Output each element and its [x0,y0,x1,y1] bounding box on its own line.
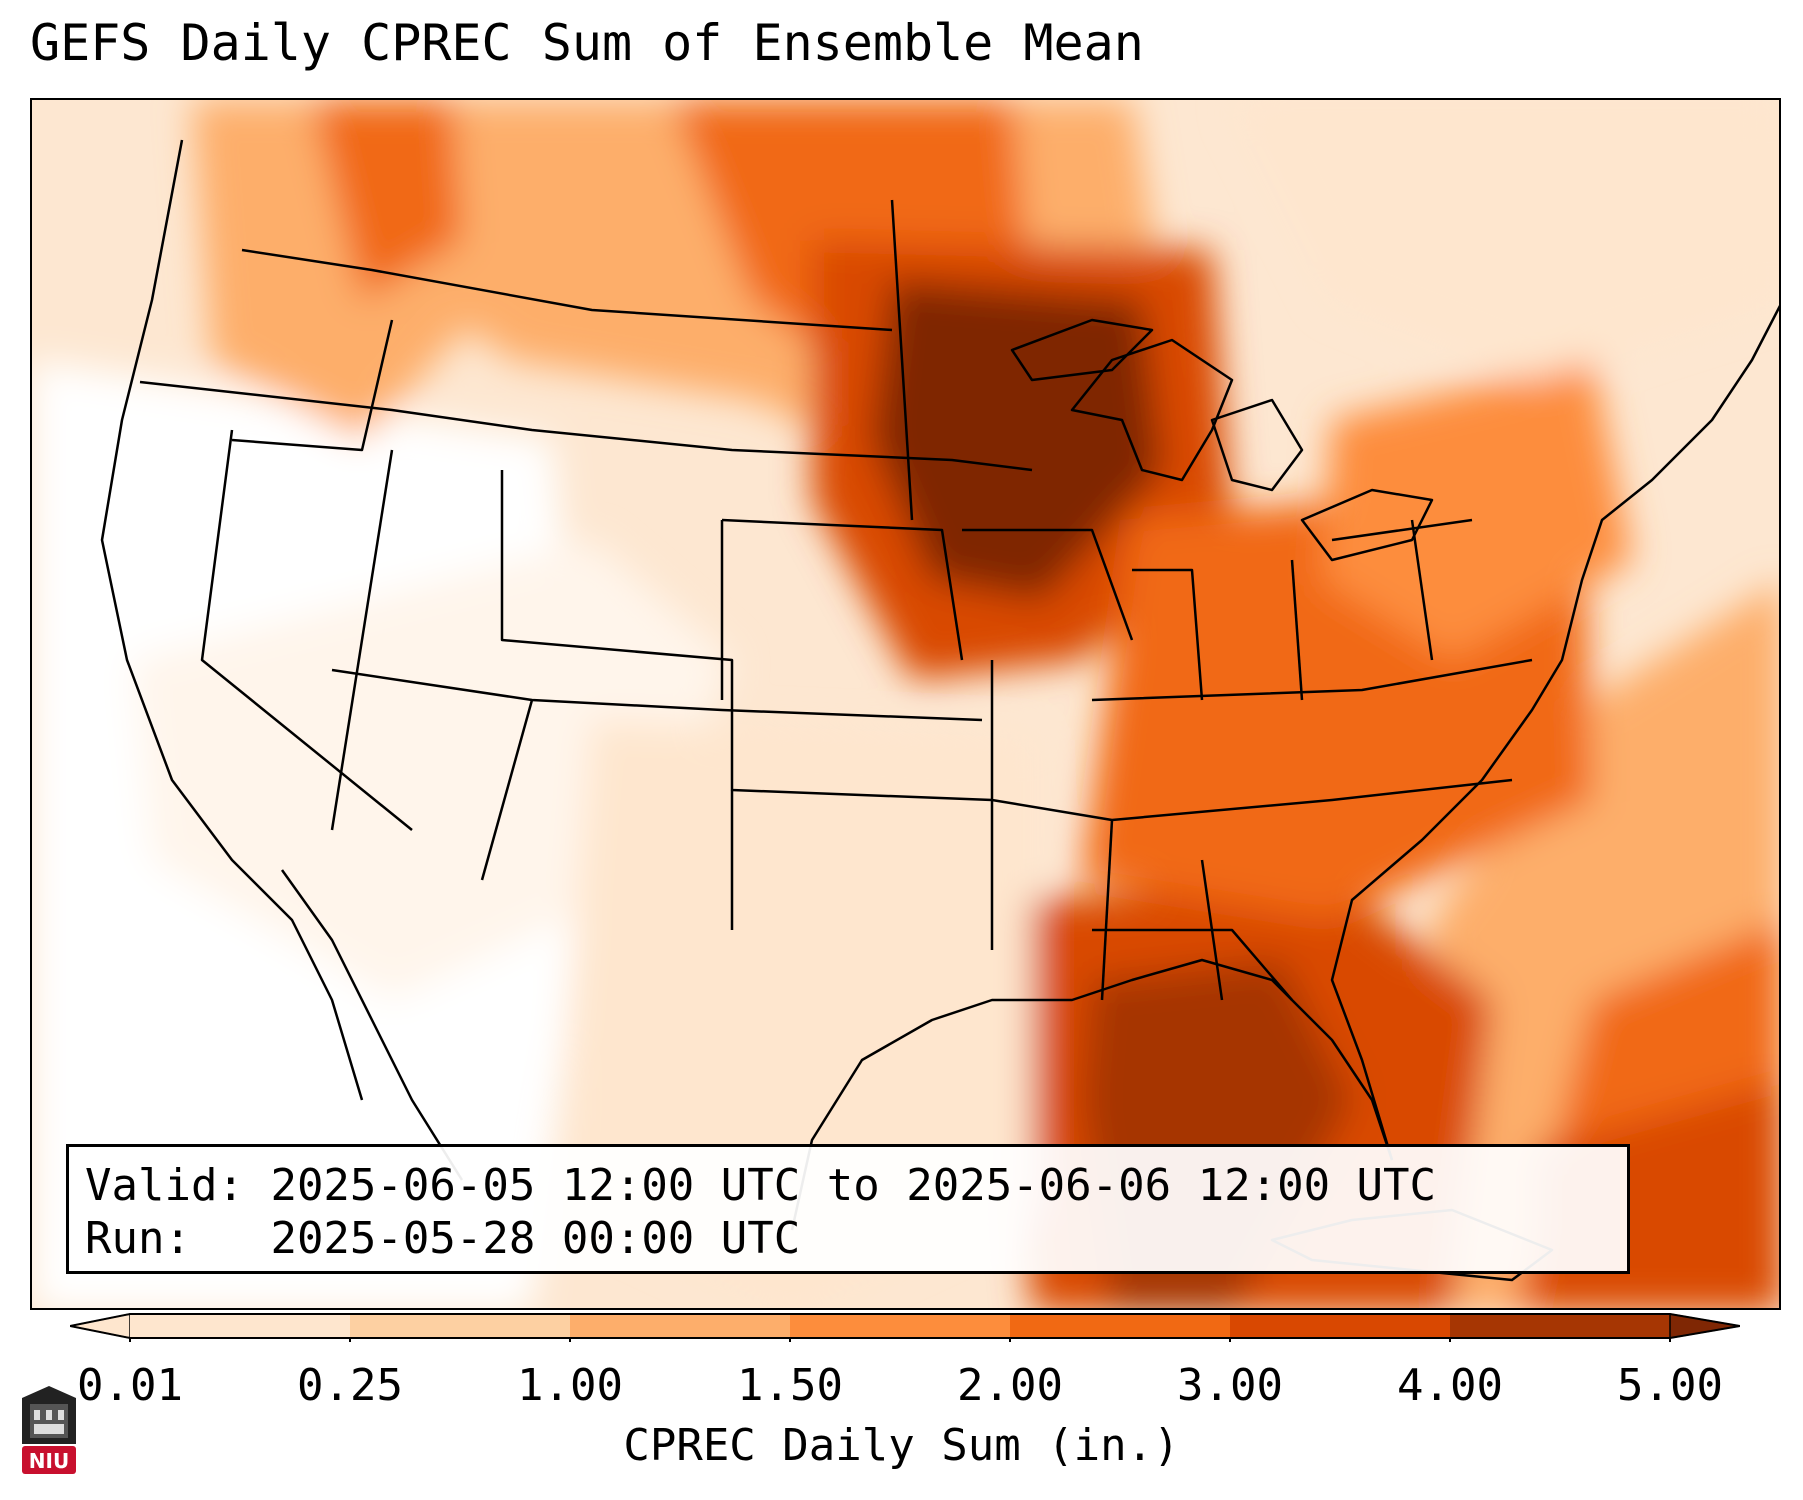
valid-value: 2025-06-05 12:00 UTC to 2025-06-06 12:00… [270,1160,1437,1211]
logo-accent [22,1446,76,1474]
colorbar-tick-label: 3.00 [1177,1360,1283,1411]
colorbar-tick-label: 0.25 [297,1360,403,1411]
colorbar [70,1313,1740,1342]
valid-run-box: Valid: 2025-06-05 12:00 UTC to 2025-06-0… [66,1144,1630,1274]
map-title: GEFS Daily CPREC Sum of Ensemble Mean [30,14,1144,72]
colorbar-segment [1450,1314,1671,1338]
precip-field [32,100,1779,1308]
colorbar-segment [350,1314,571,1338]
run-label: Run: [85,1213,191,1264]
colorbar-tick-label: 5.00 [1617,1360,1723,1411]
niu-logo: NIU [22,1386,76,1474]
logo-text: NIU [29,1449,69,1473]
colorbar-tick-label: 4.00 [1397,1360,1503,1411]
colorbar-tick-label: 1.00 [517,1360,623,1411]
colorbar-label: CPREC Daily Sum (in.) [623,1420,1180,1471]
valid-label: Valid: [85,1160,244,1211]
colorbar-tick-label: 0.01 [77,1360,183,1411]
state-boundaries [139,199,1533,1001]
colorbar-segment [1010,1314,1231,1338]
colorbar-extend-high [1669,1313,1740,1339]
colorbar-segment [1230,1314,1451,1338]
map-panel [30,98,1781,1310]
colorbar-segment [790,1314,1011,1338]
coastlines [100,139,1779,1282]
colorbar-segment [570,1314,791,1338]
run-value: 2025-05-28 00:00 UTC [270,1213,801,1264]
colorbar-extend-low [70,1313,131,1339]
precipitation-map [32,100,1779,1308]
colorbar-tick-label: 1.50 [737,1360,843,1411]
colorbar-segment [130,1314,351,1338]
colorbar-tick-label: 2.00 [957,1360,1063,1411]
